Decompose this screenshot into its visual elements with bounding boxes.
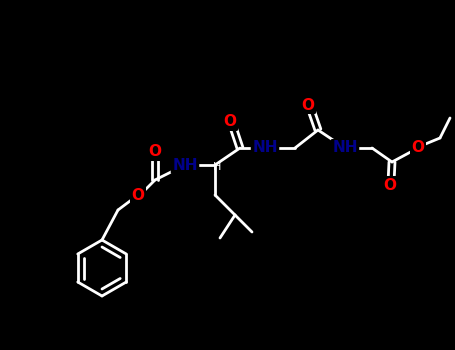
Text: O: O bbox=[148, 145, 162, 160]
Text: NH: NH bbox=[332, 140, 358, 155]
Text: O: O bbox=[411, 140, 425, 155]
Text: NH: NH bbox=[172, 158, 198, 173]
Text: O: O bbox=[302, 98, 314, 112]
Text: O: O bbox=[223, 114, 237, 130]
Text: NH: NH bbox=[252, 140, 278, 155]
Text: H: H bbox=[213, 162, 221, 172]
Text: O: O bbox=[384, 177, 396, 192]
Text: O: O bbox=[131, 188, 145, 203]
